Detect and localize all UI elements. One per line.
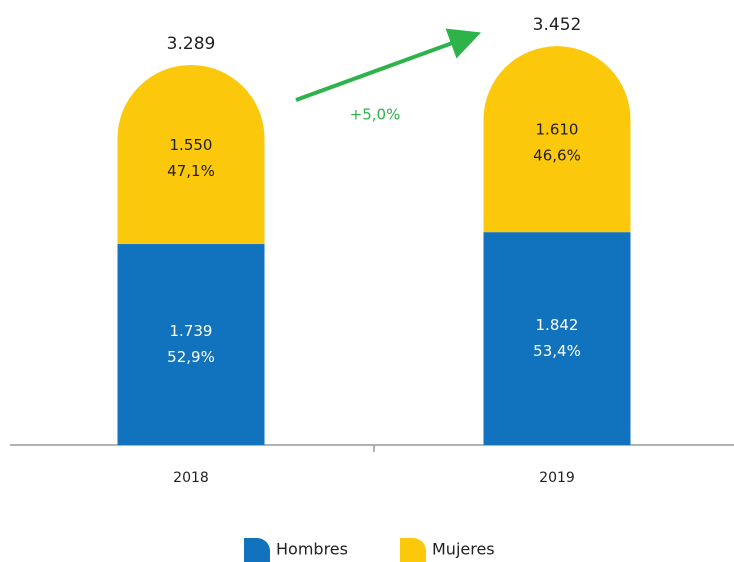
total-label: 3.289 bbox=[167, 34, 216, 54]
annotation: +5,0% bbox=[350, 106, 401, 124]
bar-segment bbox=[483, 46, 631, 233]
share-label: 47,1% bbox=[167, 162, 215, 180]
value-label: 1.739 bbox=[170, 322, 213, 340]
bar-segment bbox=[117, 64, 265, 245]
legend-label: Mujeres bbox=[432, 540, 495, 559]
legend-swatch bbox=[400, 538, 426, 562]
total-label: 3.452 bbox=[533, 15, 582, 35]
share-label: 46,6% bbox=[533, 147, 581, 165]
legend-swatch bbox=[244, 538, 270, 562]
bar-segment bbox=[483, 232, 631, 445]
value-label: 1.550 bbox=[170, 136, 213, 154]
share-label: 53,4% bbox=[533, 342, 581, 360]
x-tick-label: 2018 bbox=[173, 470, 209, 486]
legend-label: Hombres bbox=[276, 540, 348, 559]
bar-segment bbox=[117, 244, 265, 445]
x-tick-label: 2019 bbox=[539, 470, 575, 486]
value-label: 1.842 bbox=[536, 316, 579, 334]
value-label: 1.610 bbox=[536, 121, 579, 139]
share-label: 52,9% bbox=[167, 348, 215, 366]
growth-arrow bbox=[295, 28, 482, 102]
